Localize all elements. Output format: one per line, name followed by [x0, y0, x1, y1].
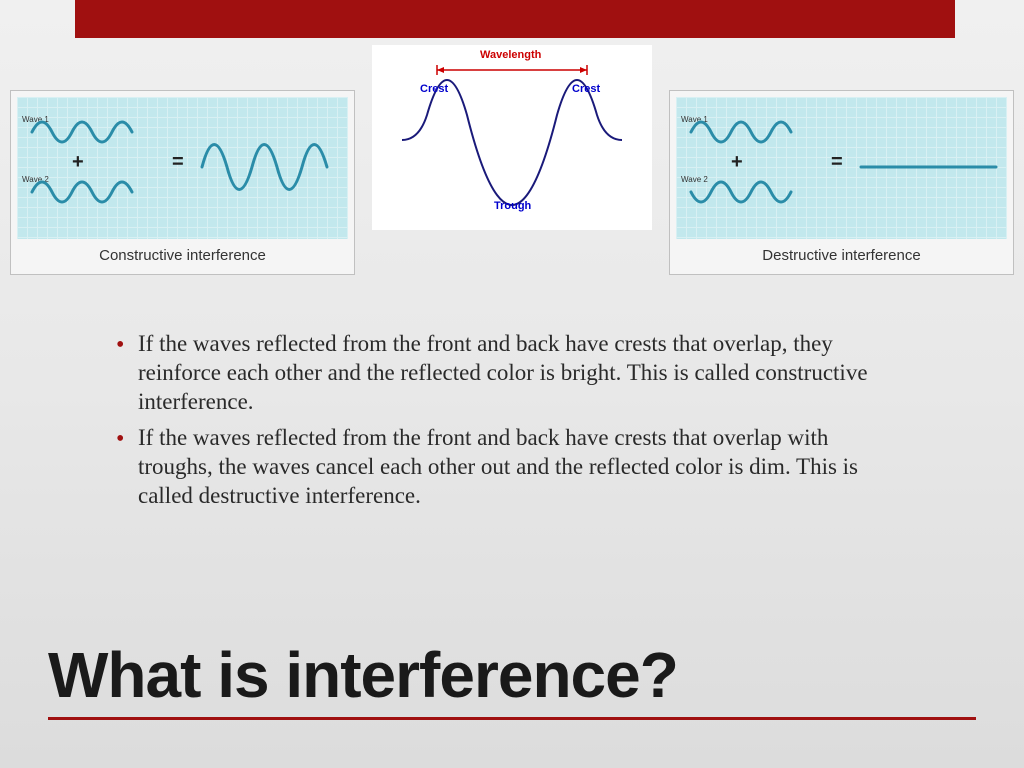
constructive-interference-box: Wave 1 Wave 2 + = Constructive interfere…	[10, 90, 355, 275]
destructive-graph: Wave 1 Wave 2 + =	[676, 97, 1007, 239]
destructive-caption: Destructive interference	[676, 239, 1007, 268]
top-accent-bar	[75, 0, 955, 38]
title-block: What is interference?	[48, 643, 976, 720]
constructive-graph: Wave 1 Wave 2 + =	[17, 97, 348, 239]
bullet-2: If the waves reflected from the front an…	[110, 424, 880, 510]
title-underline	[48, 717, 976, 720]
diagrams-row: Wave 1 Wave 2 + = Constructive interfere…	[10, 90, 1014, 275]
constructive-caption: Constructive interference	[17, 239, 348, 268]
page-title: What is interference?	[48, 643, 976, 717]
wavelength-label: Wavelength	[480, 49, 541, 61]
bullet-1: If the waves reflected from the front an…	[110, 330, 880, 416]
destructive-interference-box: Wave 1 Wave 2 + = Destructive interferen…	[669, 90, 1014, 275]
bullet-list: If the waves reflected from the front an…	[110, 330, 880, 519]
